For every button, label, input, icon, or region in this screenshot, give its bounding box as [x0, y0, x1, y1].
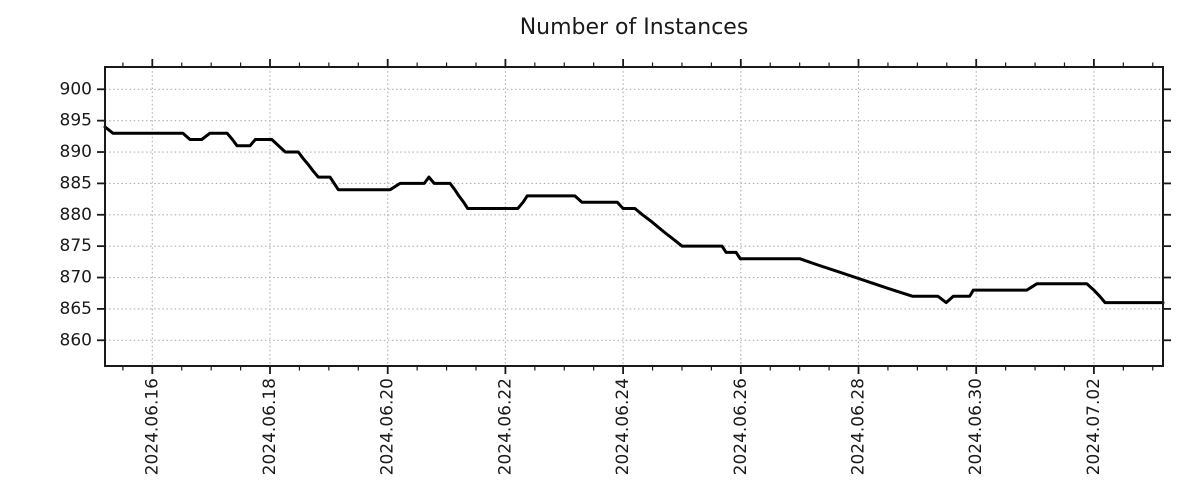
grid-layer [105, 67, 1163, 366]
y-tick-label: 860 [60, 330, 92, 350]
y-tick-label: 880 [60, 205, 92, 225]
y-tick-label: 875 [60, 236, 92, 256]
x-tick-label: 2024.06.26 [731, 378, 751, 475]
y-tick-label: 870 [60, 268, 92, 288]
axis-layer [97, 59, 1171, 374]
plot-border [104, 66, 1164, 367]
y-tick-label: 890 [60, 142, 92, 162]
x-tick-label: 2024.06.18 [260, 378, 280, 475]
y-tick-label: 885 [60, 173, 92, 193]
series-line [103, 125, 1165, 305]
x-tick-label: 2024.07.02 [1084, 378, 1104, 475]
tick-label-layer: 860 865 870 875 880 885 890 895 900 2024.06.16 202… [60, 79, 1104, 475]
x-tick-label: 2024.06.20 [378, 378, 398, 475]
x-tick-label: 2024.06.24 [613, 378, 633, 475]
x-tick-label: 2024.06.22 [495, 378, 515, 475]
y-tick-label: 865 [60, 299, 92, 319]
series-layer [103, 125, 1165, 305]
y-tick-label: 895 [60, 111, 92, 131]
x-tick-label: 2024.06.30 [966, 378, 986, 475]
x-tick-label: 2024.06.28 [849, 378, 869, 475]
chart-title: Number of Instances [520, 15, 749, 40]
y-tick-label: 900 [60, 79, 92, 99]
x-tick-label: 2024.06.16 [142, 378, 162, 475]
